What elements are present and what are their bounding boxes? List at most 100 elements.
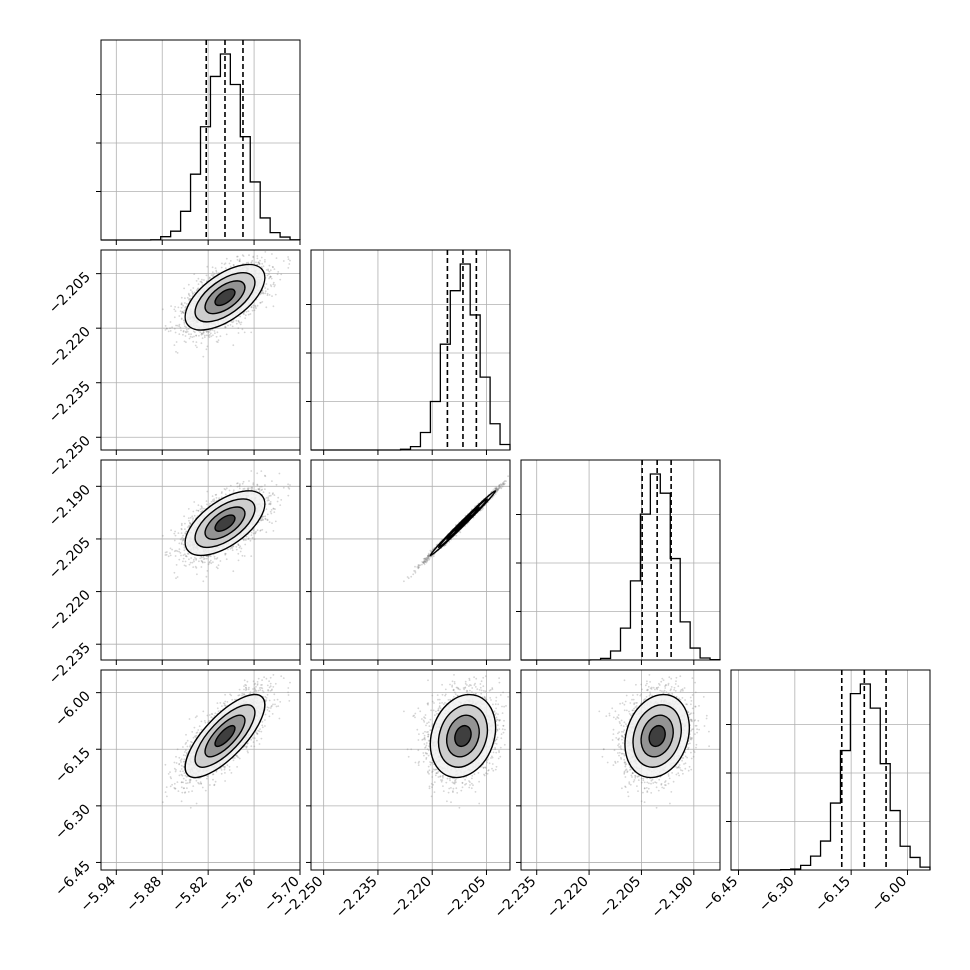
sample-point <box>201 507 203 510</box>
sample-point <box>271 480 273 482</box>
sample-point <box>199 557 202 560</box>
sample-point <box>264 474 266 477</box>
sample-point <box>201 337 204 340</box>
sample-point <box>249 539 252 542</box>
sample-point <box>247 487 250 490</box>
sample-point <box>274 293 277 296</box>
sample-point <box>217 339 220 342</box>
sample-point <box>273 494 276 496</box>
sample-point <box>267 268 269 271</box>
sample-point <box>178 550 181 553</box>
sample-point <box>185 555 187 557</box>
sample-point <box>178 558 181 561</box>
sample-point <box>269 284 272 286</box>
sample-point <box>254 532 257 535</box>
sample-point <box>215 271 218 273</box>
sample-point <box>260 241 262 243</box>
sample-point <box>252 532 255 535</box>
sample-point <box>247 261 250 264</box>
sample-point <box>241 554 244 557</box>
sample-point <box>239 323 242 326</box>
sample-point <box>195 567 198 569</box>
sample-point <box>242 480 245 483</box>
sample-point <box>183 549 186 552</box>
sample-point <box>232 489 235 492</box>
sample-point <box>261 528 264 531</box>
sample-point <box>271 493 274 496</box>
sample-point <box>180 303 183 306</box>
sample-point <box>244 539 247 541</box>
sample-point <box>180 317 183 320</box>
sample-point <box>232 344 235 347</box>
sample-point <box>187 553 190 555</box>
sample-point <box>179 552 182 554</box>
sample-point <box>182 333 184 336</box>
sample-point <box>250 331 253 334</box>
sample-point <box>259 302 262 304</box>
sample-point <box>264 290 267 293</box>
sample-point <box>202 331 205 334</box>
sample-point <box>182 311 184 314</box>
sample-point <box>195 334 198 337</box>
sample-point <box>200 333 203 336</box>
sample-point <box>221 262 223 265</box>
sample-point <box>180 532 183 534</box>
sample-point <box>251 259 254 262</box>
sample-point <box>268 495 271 497</box>
sample-point <box>268 277 270 280</box>
sample-point <box>261 262 264 265</box>
sample-point <box>224 488 227 491</box>
sample-point <box>210 562 213 565</box>
sample-point <box>268 273 270 275</box>
sample-point <box>259 530 262 532</box>
panel-frame <box>310 249 511 451</box>
sample-point <box>170 305 173 307</box>
sample-point <box>272 266 274 269</box>
sample-point <box>189 516 192 519</box>
sample-point <box>287 267 290 269</box>
sample-point <box>272 305 275 308</box>
sample-point <box>209 329 212 331</box>
sample-point <box>242 255 245 257</box>
sample-point <box>265 269 268 271</box>
sample-point <box>241 254 244 257</box>
scatter-panel-2-0: −2.235−2.220−2.205−2.190 <box>46 459 301 688</box>
sample-point <box>212 561 214 563</box>
sample-point <box>224 267 227 270</box>
sample-point <box>175 341 178 343</box>
sample-point <box>264 517 267 520</box>
sample-point <box>259 293 262 296</box>
sample-point <box>255 261 257 264</box>
sample-point <box>265 531 268 534</box>
sample-point <box>182 560 184 563</box>
y-tick-label: −2.235 <box>46 378 94 426</box>
sample-point <box>272 507 275 510</box>
sample-point <box>236 485 239 488</box>
scatter-panel-1-0: −2.250−2.235−2.220−2.205 <box>46 241 301 481</box>
sample-point <box>220 496 223 499</box>
sample-point <box>243 487 246 490</box>
sample-point <box>194 565 197 568</box>
sample-point <box>259 301 262 304</box>
panel-frame <box>100 249 301 451</box>
sample-point <box>183 323 186 325</box>
sample-point <box>205 274 208 277</box>
sample-point <box>269 510 272 513</box>
sample-point <box>193 273 196 275</box>
sample-point <box>232 545 235 548</box>
sample-point <box>258 262 260 265</box>
sample-point <box>214 557 216 560</box>
sample-point <box>241 328 244 331</box>
sample-point <box>203 507 205 510</box>
sample-point <box>178 323 181 326</box>
sample-point <box>188 524 190 527</box>
sample-point <box>180 542 183 544</box>
sample-point <box>238 546 241 549</box>
sample-point <box>195 557 198 560</box>
sample-point <box>274 508 276 510</box>
sample-point <box>244 314 247 317</box>
sample-point <box>189 335 192 338</box>
sample-point <box>189 522 192 525</box>
sample-point <box>256 483 259 486</box>
sample-point <box>264 484 266 486</box>
